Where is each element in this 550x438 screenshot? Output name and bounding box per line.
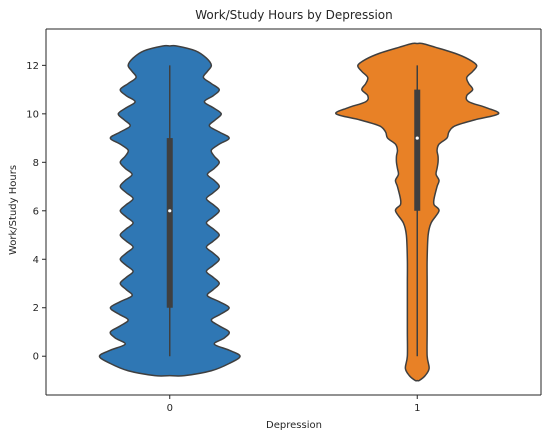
violins-layer [98, 42, 500, 382]
y-tick-label: 4 [33, 255, 39, 266]
violin-box-1 [414, 89, 421, 211]
y-tick-label: 0 [33, 352, 39, 363]
y-axis-title: Work/Study Hours [8, 165, 19, 255]
y-tick-label: 2 [33, 303, 39, 314]
violin-box-0 [166, 138, 173, 308]
y-tick-label: 8 [33, 158, 39, 169]
axes-layer: 0 2 4 6 8 10 12 0 1 [26, 28, 542, 414]
x-tick-label: 1 [414, 403, 420, 414]
violin-median-0 [168, 209, 172, 213]
x-tick-label: 0 [167, 403, 173, 414]
y-tick-label: 10 [26, 109, 39, 120]
violin-0 [98, 44, 241, 377]
chart-title: Work/Study Hours by Depression [195, 8, 392, 22]
x-axis-title: Depression [266, 420, 322, 431]
violin-1 [335, 42, 500, 382]
violin-median-1 [415, 136, 419, 140]
y-tick-label: 6 [33, 206, 39, 217]
y-tick-label: 12 [26, 61, 39, 72]
